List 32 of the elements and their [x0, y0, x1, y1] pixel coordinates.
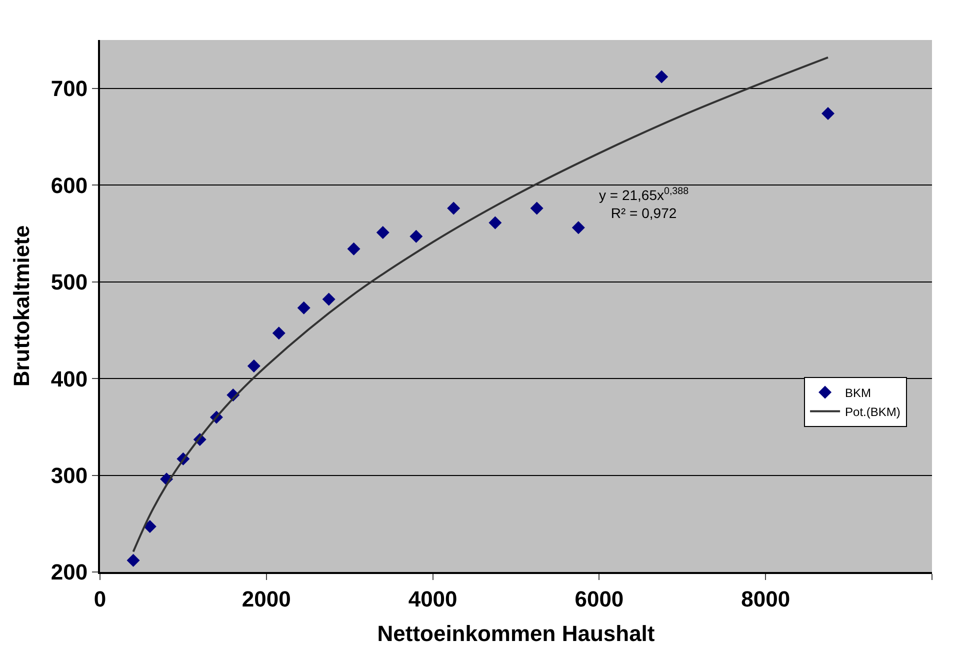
line-series: [132, 56, 829, 553]
point: [655, 70, 668, 84]
x-tick-label: 0: [94, 586, 106, 612]
x-tick-label: 2000: [242, 586, 291, 612]
point: [143, 520, 156, 534]
y-tick-label: 500: [50, 270, 88, 295]
annotation: y = 21,65x$^{0,388}$ R² = 0,972: [599, 186, 690, 222]
point: [126, 554, 140, 567]
point: [247, 359, 260, 372]
point: [376, 226, 390, 239]
x-tick-label: 4000: [408, 586, 458, 612]
point: [297, 301, 310, 314]
point: [410, 230, 423, 243]
legend-label: Pot.(BKM): [845, 404, 900, 419]
point: [272, 326, 286, 340]
x-tick-label: 6000: [574, 586, 624, 612]
y-tick-label: 400: [50, 366, 88, 392]
y-tick-label: 200: [50, 560, 88, 585]
point: [322, 292, 336, 306]
x-tick-label: 8000: [741, 586, 790, 612]
point: [572, 221, 585, 234]
y-tick-label: 700: [50, 76, 88, 102]
y-axis-title: Bruttokaltmiete: [9, 225, 34, 387]
point: [447, 202, 460, 215]
point: [488, 216, 502, 230]
point: [347, 242, 360, 256]
y-tick-label: 300: [50, 462, 88, 488]
point: [822, 107, 834, 120]
legend-label: BKM: [845, 386, 872, 400]
y-tick-label: 600: [50, 172, 88, 198]
x-axis-title: Nettoeinkommen Haushalt: [377, 620, 656, 646]
point: [530, 202, 544, 215]
